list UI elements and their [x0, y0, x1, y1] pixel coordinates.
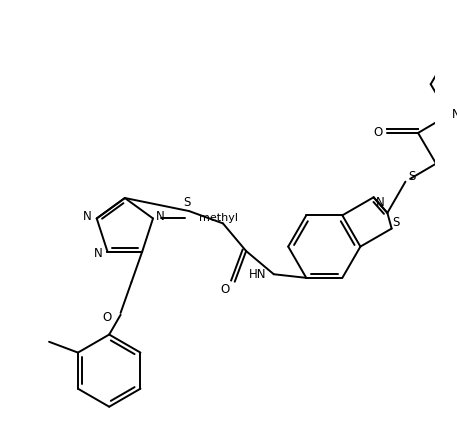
- Text: S: S: [409, 170, 416, 183]
- Text: N: N: [376, 195, 385, 209]
- Text: N: N: [94, 247, 102, 260]
- Text: S: S: [183, 196, 191, 209]
- Text: N: N: [83, 210, 91, 223]
- Text: O: O: [103, 311, 112, 324]
- Text: N: N: [156, 210, 165, 223]
- Text: O: O: [373, 126, 383, 139]
- Text: methyl: methyl: [199, 213, 238, 224]
- Text: O: O: [221, 283, 230, 296]
- Text: N: N: [452, 108, 457, 121]
- Text: S: S: [393, 216, 400, 229]
- Text: HN: HN: [249, 268, 266, 281]
